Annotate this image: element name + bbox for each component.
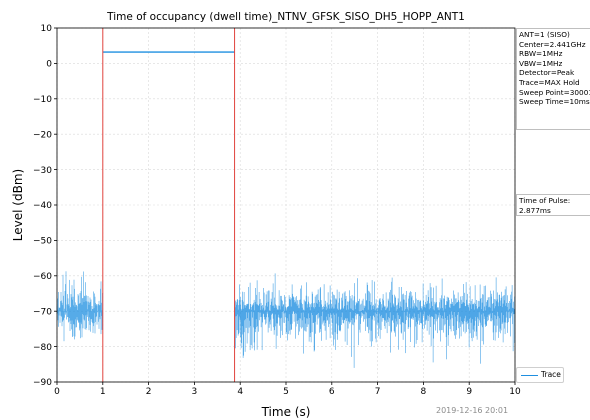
pulse-markers bbox=[102, 28, 236, 382]
y-tick-label: −30 bbox=[33, 166, 52, 176]
settings-box: ANT=1 (SISO) Center=2.441GHz RBW=1MHz VBW=1… bbox=[516, 28, 590, 130]
noise-trace bbox=[56, 271, 103, 342]
x-tick-label: 5 bbox=[283, 387, 289, 397]
x-tick-label: 10 bbox=[509, 387, 521, 397]
y-tick-label: 0 bbox=[46, 60, 52, 70]
settings-line: ANT=1 (SISO) bbox=[519, 30, 570, 39]
y-tick-label: −90 bbox=[33, 378, 52, 388]
pulse-value: 2.877ms bbox=[519, 205, 551, 215]
settings-line: Sweep Time=10ms bbox=[519, 97, 590, 107]
x-tick-label: 2 bbox=[146, 387, 152, 397]
chart-title: Time of occupancy (dwell time)_NTNV_GFSK… bbox=[106, 11, 465, 23]
settings-line: VBW=1MHz bbox=[519, 58, 563, 68]
y-tick-label: −80 bbox=[33, 343, 52, 353]
y-tick-label: −10 bbox=[33, 95, 52, 105]
y-tick-label: −60 bbox=[33, 272, 52, 282]
legend-label: Trace bbox=[541, 370, 561, 379]
legend-line-swatch bbox=[521, 375, 538, 377]
y-axis-label: Level (dBm) bbox=[11, 169, 25, 241]
y-tick-label: 10 bbox=[41, 24, 53, 34]
x-tick-label: 7 bbox=[375, 387, 381, 397]
y-tick-label: −50 bbox=[33, 237, 52, 247]
settings-line: Sweep Point=30001 bbox=[519, 87, 590, 97]
x-tick-label: 1 bbox=[100, 387, 106, 397]
x-tick-label: 0 bbox=[54, 387, 60, 397]
settings-line: RBW=1MHz bbox=[519, 49, 563, 59]
settings-line: Center=2.441GHz bbox=[519, 39, 586, 49]
pulse-info-box: Time of Pulse: 2.877ms bbox=[516, 194, 590, 216]
y-tick-label: −70 bbox=[33, 307, 52, 317]
x-tick-label: 6 bbox=[329, 387, 335, 397]
noise-trace bbox=[234, 273, 515, 368]
x-tick-label: 4 bbox=[237, 387, 243, 397]
settings-line: Trace=MAX Hold bbox=[519, 77, 580, 87]
y-tick-label: −40 bbox=[33, 201, 52, 211]
timestamp: 2019-12-16 20:01 bbox=[436, 406, 509, 415]
x-tick-label: 3 bbox=[192, 387, 198, 397]
x-tick-label: 8 bbox=[421, 387, 427, 397]
axes: 0 1 2 3 4 5 6 7 8 9 10 10 0 −10 −20 −30 −40 −50 −60 −70 −80 −… bbox=[33, 24, 521, 397]
y-tick-label: −20 bbox=[33, 130, 52, 140]
legend: Trace bbox=[516, 367, 564, 383]
settings-line: Detector=Peak bbox=[519, 68, 575, 78]
x-tick-label: 9 bbox=[466, 387, 472, 397]
x-axis-label: Time (s) bbox=[261, 405, 311, 419]
pulse-label: Time of Pulse: bbox=[519, 196, 571, 205]
